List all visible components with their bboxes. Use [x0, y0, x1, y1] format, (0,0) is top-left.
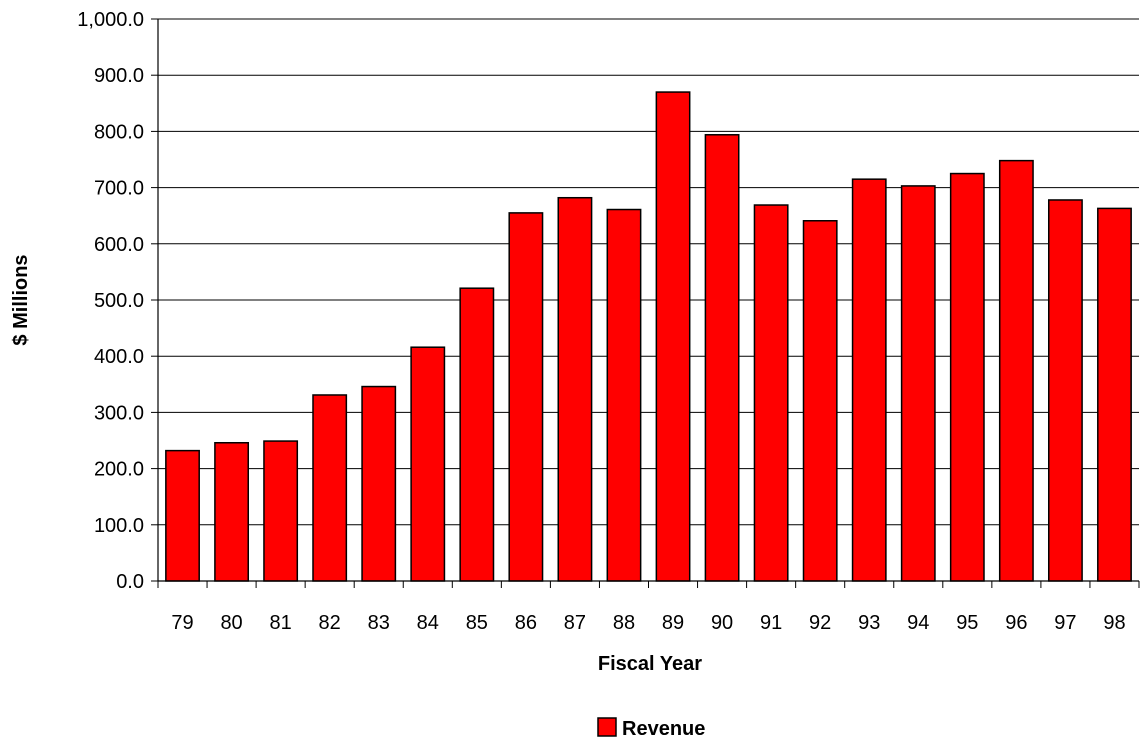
bar-84	[410, 346, 446, 582]
bar-85	[459, 287, 495, 582]
x-tick-label: 93	[858, 612, 880, 634]
x-tick-label: 97	[1054, 612, 1076, 634]
x-tick-label: 82	[319, 612, 341, 634]
x-tick-label: 84	[417, 612, 439, 634]
x-tick-label: 88	[613, 612, 635, 634]
bar-95	[949, 172, 985, 582]
legend-label-revenue: Revenue	[622, 718, 705, 740]
y-tick-labels: 0.0 100.0 200.0 300.0 400.0 500.0 600.0 700.0 80…	[77, 9, 144, 593]
gridlines	[158, 18, 1139, 526]
y-tick-label: 1,000.0	[77, 9, 144, 31]
x-tick-label: 98	[1103, 612, 1125, 634]
x-tick-label: 92	[809, 612, 831, 634]
axes	[151, 18, 1140, 588]
x-tick-label: 89	[662, 612, 684, 634]
x-axis-title: Fiscal Year	[598, 653, 702, 675]
bars	[165, 91, 1132, 582]
bar-97	[1047, 199, 1083, 582]
y-tick-label: 700.0	[94, 178, 144, 200]
y-tick-label: 800.0	[94, 121, 144, 143]
y-tick-label: 400.0	[94, 346, 144, 368]
x-tick-label: 96	[1005, 612, 1027, 634]
y-tick-label: 500.0	[94, 290, 144, 312]
bar-93	[851, 178, 887, 582]
bar-81	[263, 440, 299, 582]
x-tick-label: 85	[466, 612, 488, 634]
y-tick-label: 0.0	[116, 571, 144, 593]
bar-83	[361, 385, 397, 582]
y-tick-label: 300.0	[94, 402, 144, 424]
legend-swatch-revenue	[597, 717, 617, 737]
bar-91	[753, 204, 789, 582]
y-tick-label: 900.0	[94, 65, 144, 87]
bar-88	[606, 208, 642, 582]
x-tick-labels: 79 80 81 82 83 84 85 86 87 88 89 90 91 92 93 94 95 96 97 98	[171, 612, 1125, 634]
x-tick-label: 94	[907, 612, 929, 634]
x-tick-label: 79	[171, 612, 193, 634]
bar-89	[655, 91, 691, 582]
x-tick-label: 95	[956, 612, 978, 634]
x-tick-label: 87	[564, 612, 586, 634]
x-tick-label: 80	[220, 612, 242, 634]
bar-96	[998, 159, 1034, 582]
x-tick-label: 86	[515, 612, 537, 634]
bar-92	[802, 220, 838, 582]
bar-79	[165, 449, 200, 582]
bar-94	[900, 185, 936, 582]
bar-98	[1097, 207, 1132, 582]
y-tick-label: 600.0	[94, 234, 144, 256]
x-tick-label: 81	[270, 612, 292, 634]
x-tick-label: 90	[711, 612, 733, 634]
y-tick-label: 100.0	[94, 515, 144, 537]
x-tick-label: 91	[760, 612, 782, 634]
bar-80	[214, 441, 250, 582]
bar-87	[557, 196, 593, 582]
bar-90	[704, 134, 740, 582]
legend: Revenue	[597, 717, 705, 740]
y-axis-title: $ Millions	[10, 254, 32, 345]
bar-82	[312, 394, 348, 582]
y-tick-label: 200.0	[94, 459, 144, 481]
bar-86	[508, 212, 544, 582]
x-tick-label: 83	[368, 612, 390, 634]
